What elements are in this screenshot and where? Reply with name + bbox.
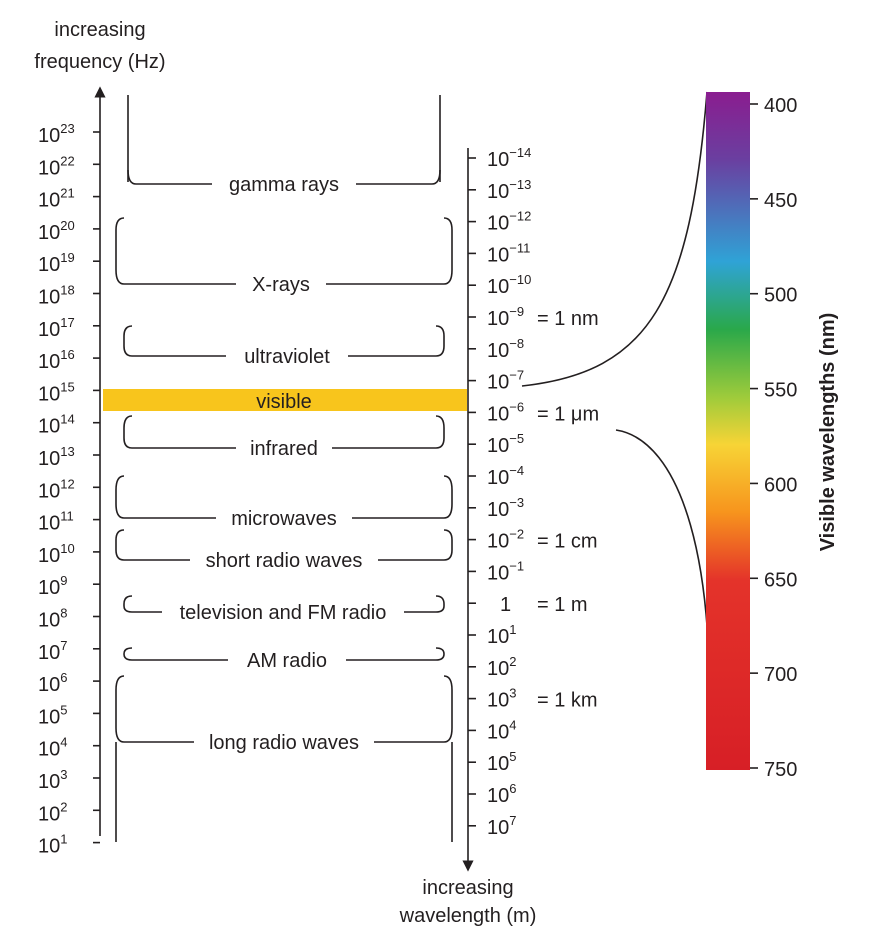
band-label-x-rays: X-rays <box>252 274 310 296</box>
wavelength-tick-label: 10−12 <box>487 209 531 235</box>
wavelength-tick-label: 10−14 <box>487 145 531 171</box>
frequency-tick-label: 101 <box>38 832 67 858</box>
band-labels: gamma rays X-rays ultraviolet visible in… <box>180 174 387 754</box>
visible-band-highlight <box>103 389 467 411</box>
frequency-tick-label: 1022 <box>38 153 75 179</box>
wavelength-unit-note: = 1 μm <box>537 403 599 425</box>
frequency-tick-label: 108 <box>38 606 67 632</box>
frequency-tick-label: 1020 <box>38 218 75 244</box>
wavelength-tick-label: 10−3 <box>487 495 524 521</box>
frequency-axis-title: increasing frequency (Hz) <box>34 19 165 73</box>
frequency-tick-label: 1019 <box>38 250 75 276</box>
wavelength-title-line1: increasing <box>422 877 513 899</box>
band-brackets <box>115 169 453 743</box>
visible-wavelengths-title: Visible wavelengths (nm) <box>817 313 839 552</box>
visible-wavelength-ticks: 400 450 500 550 600 650 700 750 <box>750 95 797 781</box>
band-label-am-radio: AM radio <box>247 650 327 672</box>
wavelength-tick-label: 10−11 <box>487 240 530 266</box>
frequency-ticks: 1023 1022 1021 1020 1019 1018 1017 1016 1015 1014… <box>38 121 100 858</box>
frequency-tick-label: 102 <box>38 799 67 825</box>
frequency-tick-label: 1016 <box>38 347 75 373</box>
frequency-tick-label: 106 <box>38 670 67 696</box>
frequency-tick-label: 104 <box>38 735 67 761</box>
frequency-tick-label: 1021 <box>38 186 75 212</box>
band-label-infrared: infrared <box>250 438 318 460</box>
visible-spectrum-bar <box>706 92 750 770</box>
frequency-tick-label: 107 <box>38 638 67 664</box>
wavelength-tick-label: 107 <box>487 813 516 839</box>
band-label-microwaves: microwaves <box>231 508 337 530</box>
spectrum-tick-label: 750 <box>764 759 797 781</box>
frequency-tick-label: 109 <box>38 573 67 599</box>
wavelength-axis-title: increasing wavelength (m) <box>399 877 537 927</box>
spectrum-tick-label: 600 <box>764 474 797 496</box>
frequency-title-line1: increasing <box>54 19 145 41</box>
frequency-tick-label: 1014 <box>38 412 75 438</box>
spectrum-tick-label: 700 <box>764 664 797 686</box>
frequency-tick-label: 1013 <box>38 444 75 470</box>
frequency-tick-label: 1017 <box>38 315 75 341</box>
band-label-short-radio-waves: short radio waves <box>206 550 363 572</box>
wavelength-unit-note: = 1 nm <box>537 308 599 330</box>
band-label-visible: visible <box>256 391 312 413</box>
wavelength-tick-label: 10−7 <box>487 368 524 394</box>
wavelength-tick-label: 1 <box>500 594 511 616</box>
frequency-tick-label: 105 <box>38 702 67 728</box>
wavelength-tick-label: 10−4 <box>487 463 524 489</box>
wavelength-tick-label: 10−1 <box>487 558 524 584</box>
spectrum-tick-label: 550 <box>764 380 797 402</box>
spectrum-tick-label: 500 <box>764 285 797 307</box>
spectrum-tick-label: 400 <box>764 95 797 117</box>
wavelength-tick-label: 103 <box>487 686 516 712</box>
frequency-tick-label: 1015 <box>38 379 75 405</box>
frequency-tick-label: 1010 <box>38 541 75 567</box>
zoom-connector-top <box>521 91 708 387</box>
frequency-tick-label: 1011 <box>38 509 74 535</box>
wavelength-unit-note: = 1 m <box>537 594 588 616</box>
frequency-title-line2: frequency (Hz) <box>34 51 165 73</box>
wavelength-tick-label: 10−9 <box>487 304 524 330</box>
frequency-tick-label: 1023 <box>38 121 75 147</box>
wavelength-unit-note: = 1 km <box>537 690 598 712</box>
wavelength-tick-label: 10−13 <box>487 177 531 203</box>
zoom-connector-bottom <box>615 429 711 769</box>
band-label-long-radio-waves: long radio waves <box>209 732 359 754</box>
wavelength-title-line2: wavelength (m) <box>399 905 537 927</box>
frequency-tick-label: 1012 <box>38 476 75 502</box>
band-label-gamma-rays: gamma rays <box>229 174 339 196</box>
spectrum-tick-label: 450 <box>764 190 797 212</box>
frequency-tick-label: 1018 <box>38 283 75 309</box>
wavelength-tick-label: 10−10 <box>487 272 531 298</box>
band-label-ultraviolet: ultraviolet <box>244 346 330 368</box>
wavelength-tick-label: 104 <box>487 717 516 743</box>
band-label-television-fm: television and FM radio <box>180 602 387 624</box>
wavelength-tick-label: 10−5 <box>487 431 524 457</box>
wavelength-tick-label: 10−2 <box>487 527 524 553</box>
wavelength-tick-label: 102 <box>487 654 516 680</box>
wavelength-tick-label: 101 <box>487 622 516 648</box>
wavelength-tick-label: 10−6 <box>487 399 524 425</box>
frequency-tick-label: 103 <box>38 767 67 793</box>
wavelength-tick-label: 10−8 <box>487 336 524 362</box>
spectrum-tick-label: 650 <box>764 569 797 591</box>
wavelength-tick-label: 105 <box>487 749 516 775</box>
wavelength-unit-note: = 1 cm <box>537 531 598 553</box>
wavelength-tick-label: 106 <box>487 781 516 807</box>
